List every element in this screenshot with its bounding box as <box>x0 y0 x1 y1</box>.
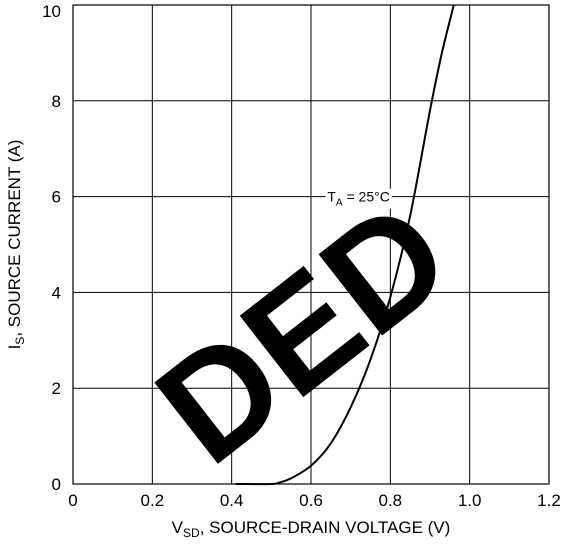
y-axis-label: IS, SOURCE CURRENT (A) <box>5 140 27 350</box>
y-tick-label: 6 <box>52 188 61 207</box>
plot-frame <box>72 4 550 485</box>
watermark: DED <box>126 168 479 495</box>
x-tick-label: 0 <box>68 491 77 510</box>
grid <box>72 4 550 485</box>
y-tick-labels: 0 2 4 6 8 10 <box>42 2 61 494</box>
x-tick-label: 0.6 <box>299 491 323 510</box>
annotation-prefix: T <box>327 189 336 205</box>
x-tick-label: 0.2 <box>141 491 165 510</box>
x-tick-label: 1.0 <box>458 491 482 510</box>
x-tick-label: 0.8 <box>379 491 403 510</box>
annotation-suffix: = 25°C <box>343 189 390 205</box>
x-tick-label: 1.2 <box>537 491 561 510</box>
y-tick-label: 0 <box>52 475 61 494</box>
x-tick-labels: 0 0.2 0.4 0.6 0.8 1.0 1.2 <box>68 491 561 510</box>
x-axis-label: VSD, SOURCE-DRAIN VOLTAGE (V) <box>172 518 451 540</box>
annotation-text: TA = 25°C <box>327 189 389 209</box>
annotation-sub: A <box>336 198 343 209</box>
temperature-annotation: TA = 25°C <box>325 188 392 209</box>
y-tick-label: 4 <box>52 283 61 302</box>
series-line <box>235 4 455 486</box>
x-tick-label: 0.4 <box>220 491 244 510</box>
annotation-background <box>325 188 392 209</box>
watermark-text: DED <box>126 168 479 495</box>
y-tick-label: 10 <box>42 2 61 21</box>
y-tick-label: 2 <box>52 379 61 398</box>
y-tick-label: 8 <box>52 92 61 111</box>
